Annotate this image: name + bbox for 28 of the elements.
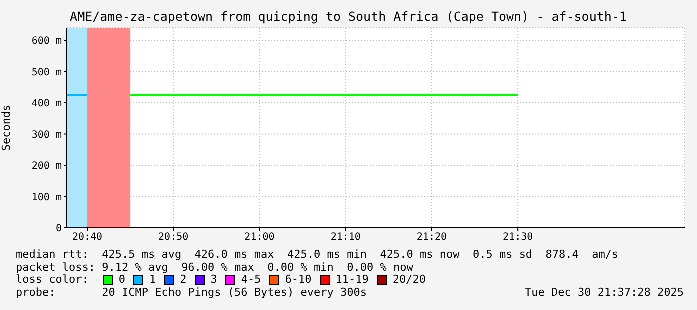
legend-label: 6-10 [285, 273, 312, 286]
y-tick-label: 400 m [32, 98, 62, 110]
text: probe: 20 ICMP Echo Pings (56 Bytes) every 300s [16, 286, 367, 299]
y-tick-label: 600 m [32, 36, 62, 48]
legend-label: 20/20 [392, 273, 426, 286]
y-axis-title: Seconds [0, 104, 13, 152]
y-tick-label: 0 [56, 224, 62, 235]
y-tick-label: 300 m [32, 130, 62, 141]
x-tick-label: 21:10 [330, 232, 361, 244]
x-tick-label: 21:30 [503, 232, 534, 244]
y-tick-label: 500 m [32, 67, 62, 78]
chart-title: AME/ame-za-capetown from quicping to South Africa (Cape Town) - af-south-1 [69, 9, 628, 24]
x-tick-label: 21:20 [416, 232, 448, 244]
x-tick-label: 21:00 [244, 232, 275, 244]
y-tick-label: 100 m [32, 192, 62, 204]
legend-label: 3 [210, 273, 218, 286]
x-tick-label: 20:40 [72, 232, 103, 244]
legend-label: 1 [149, 273, 156, 286]
legend-title: loss color: [16, 273, 89, 286]
text: Tue Dec 30 21:37:28 2025 [525, 286, 684, 299]
text: packet loss: 9.12 % avg 96.00 % max 0.00 % min 0.00 % now [16, 260, 414, 274]
text: median rtt: 425.5 ms avg 426.0 ms max 425.0 ms min 425.0 ms now 0.5 ms sd 878.4 am/s [16, 248, 620, 262]
legend-label: 11-19 [336, 273, 369, 286]
y-tick-label: 200 m [32, 161, 62, 172]
legend-label: 4-5 [241, 273, 262, 286]
x-tick-label: 20:50 [158, 232, 189, 244]
legend-label: 2 [180, 273, 187, 286]
legend-label: 0 [118, 273, 126, 286]
